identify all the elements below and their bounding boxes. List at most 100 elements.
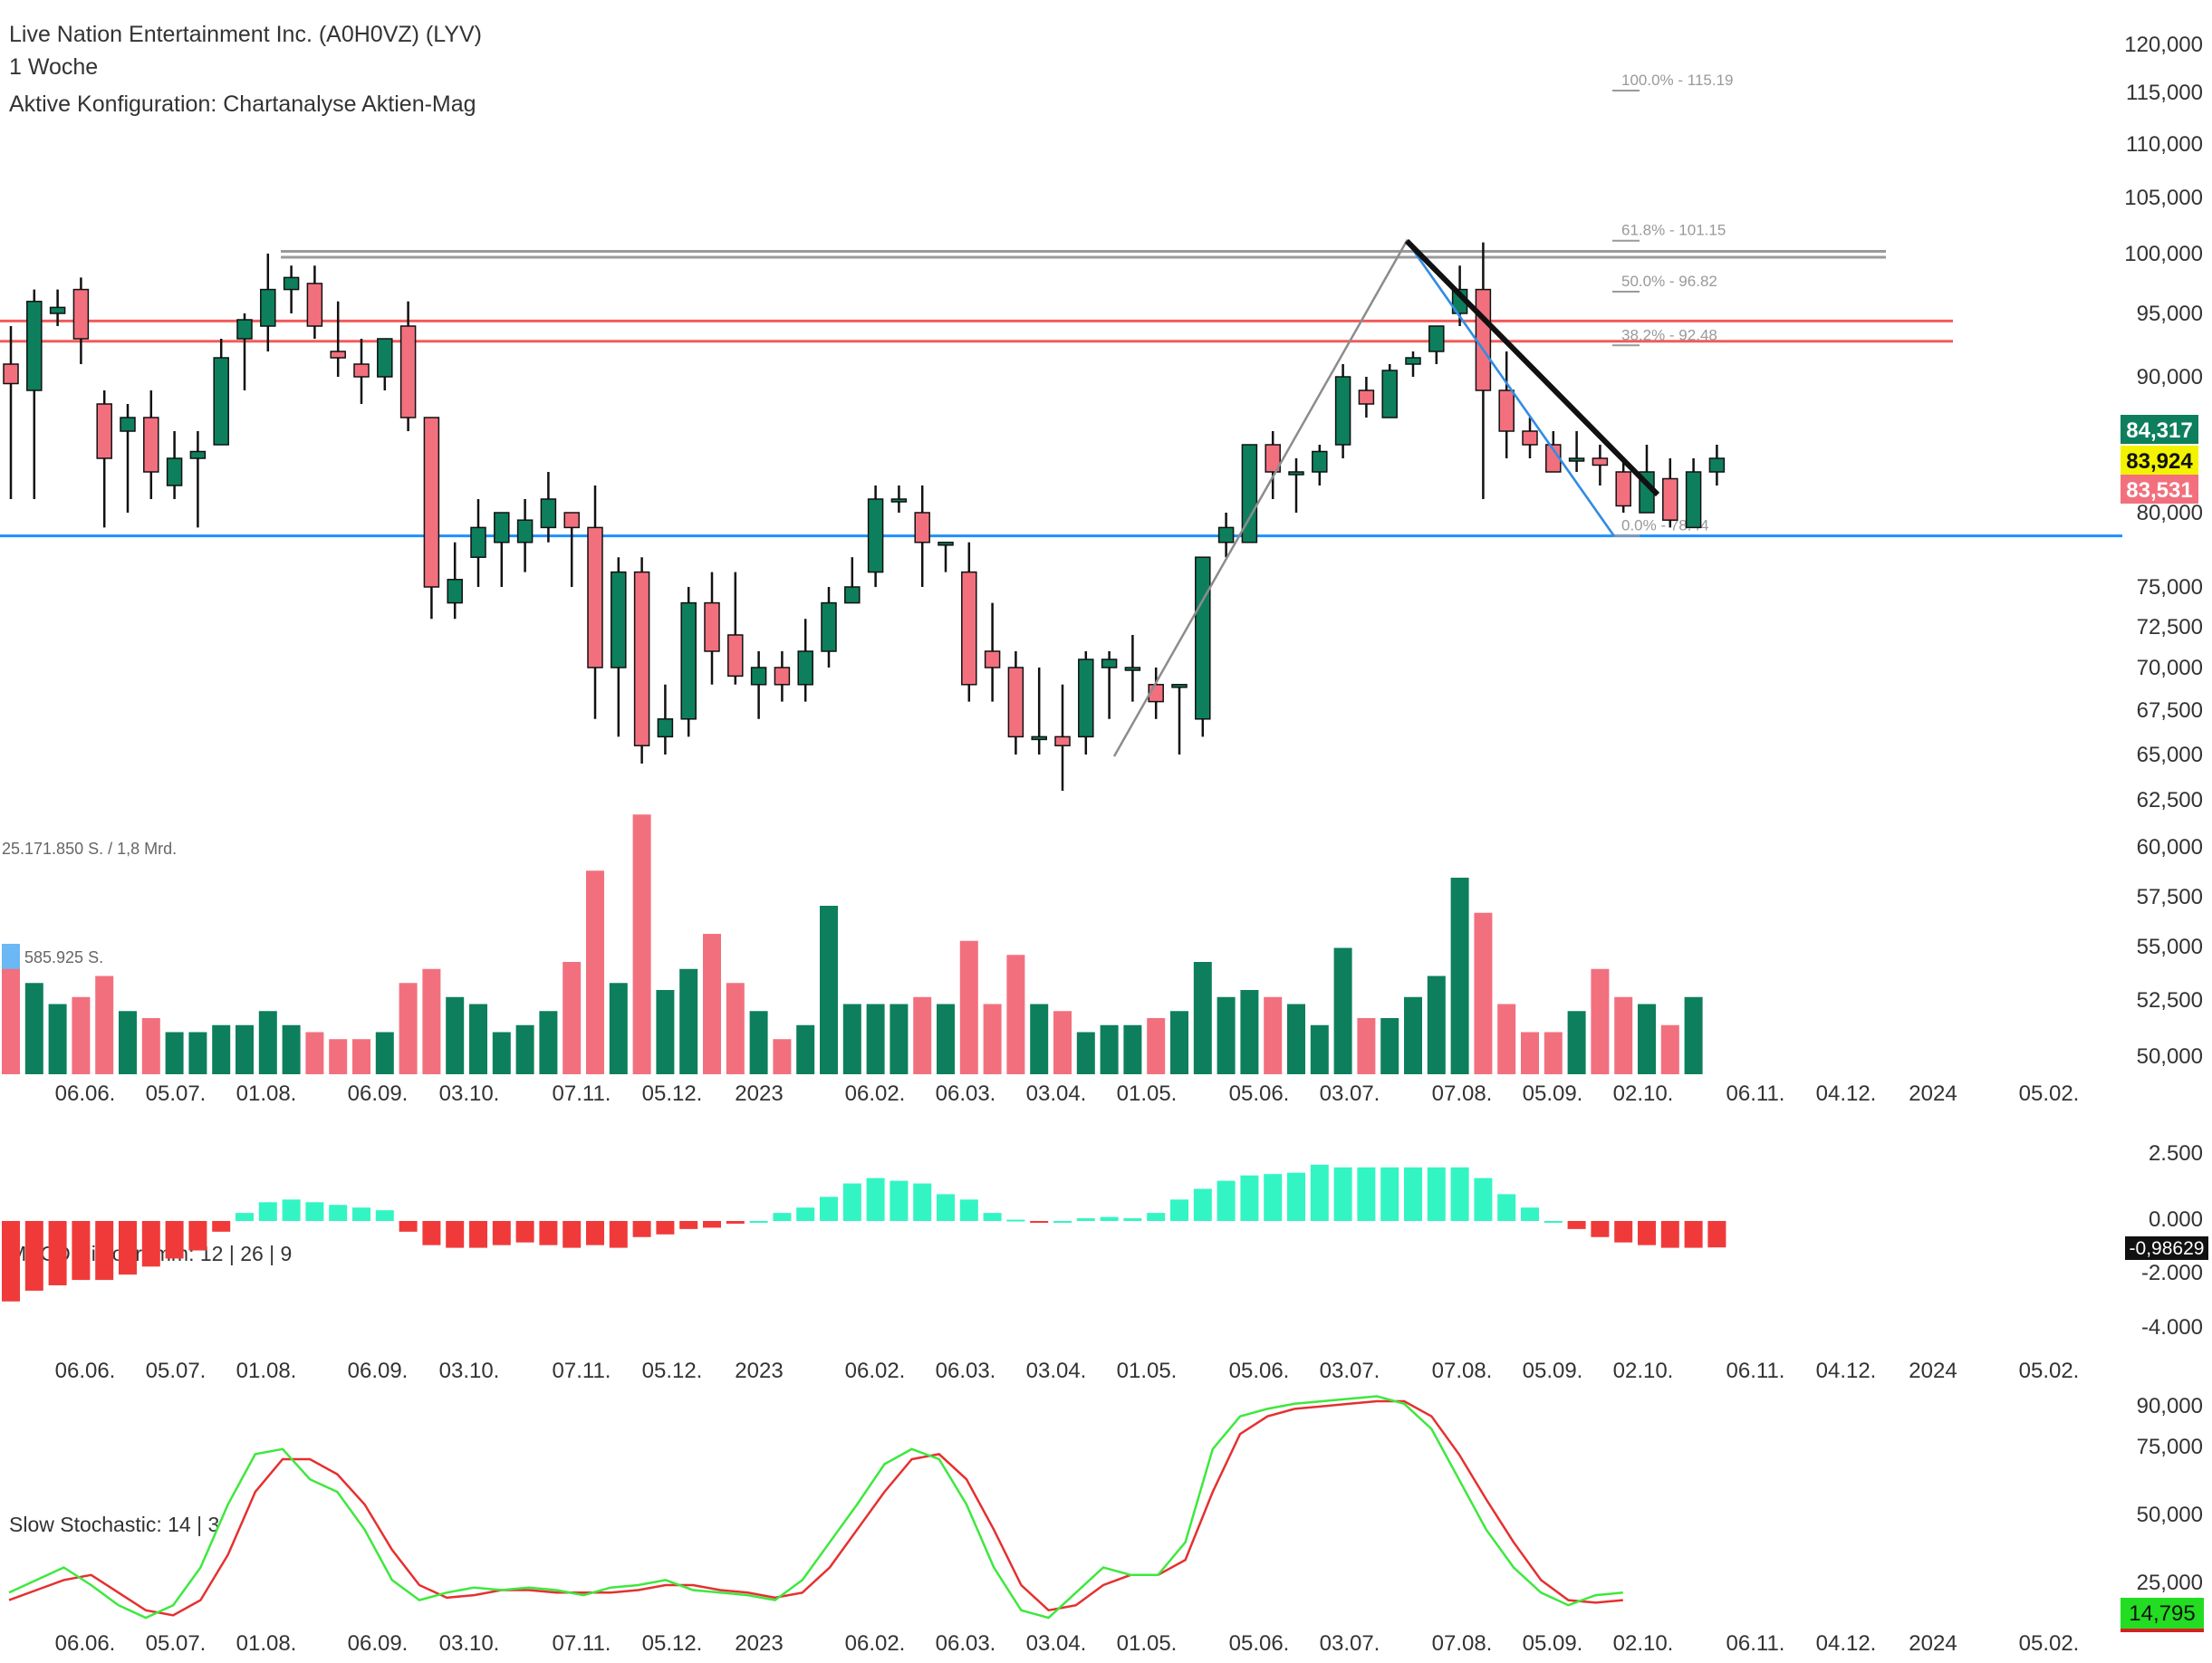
volume-bar (469, 1004, 487, 1074)
candle-body (1568, 457, 1585, 462)
x-axis-label: 05.02. (2019, 1631, 2080, 1656)
volume-bar (2, 968, 20, 1074)
candle-body (96, 403, 112, 459)
stochastic-axis-label: 75,000 (2137, 1435, 2203, 1459)
candle-body (1685, 471, 1702, 529)
volume-current-label: 585.925 S. (24, 948, 103, 966)
x-axis-label: 05.09. (1523, 1631, 1583, 1656)
candle-body (1498, 389, 1515, 432)
candle-body (1358, 389, 1375, 405)
macd-bar (1474, 1178, 1493, 1221)
candle-body (890, 498, 908, 503)
macd-bar (1591, 1221, 1610, 1237)
macd-bar (1521, 1207, 1539, 1221)
price-axis-label: 60,000 (2137, 835, 2203, 860)
volume-total-label: 25.171.850 S. / 1,8 Mrd. (2, 840, 177, 858)
volume-bar (703, 934, 721, 1074)
candle-body (797, 650, 813, 686)
macd-bar (1217, 1180, 1236, 1221)
macd-bar (609, 1221, 628, 1248)
macd-bar (2, 1221, 20, 1302)
price-axis-label: 100,000 (2124, 242, 2203, 266)
x-axis-label: 02.10. (1613, 1359, 1674, 1383)
candle-body (821, 601, 837, 652)
macd-bar (866, 1178, 885, 1221)
macd-bar (375, 1210, 394, 1221)
chart-config: Aktive Konfiguration: Chartanalyse Aktie… (9, 91, 476, 117)
volume-bar (1357, 1018, 1376, 1074)
x-axis-label: 06.02. (845, 1359, 906, 1383)
candle-body (353, 363, 370, 378)
x-axis-label: 06.06. (55, 1359, 116, 1383)
macd-bar (1614, 1221, 1633, 1243)
volume-bar (1591, 968, 1610, 1074)
volume-bar (119, 1011, 137, 1074)
macd-bar (1357, 1167, 1376, 1221)
chart-interval: 1 Woche (9, 54, 99, 80)
volume-bar (188, 1032, 207, 1074)
price-tag-mid: 83,924 (2126, 449, 2193, 474)
macd-current-bg (2125, 1236, 2208, 1260)
volume-bar (656, 990, 675, 1074)
x-axis-label: 06.02. (845, 1631, 906, 1656)
macd-bar (656, 1221, 675, 1235)
macd-axis-label: 0.000 (2149, 1207, 2203, 1232)
volume-bar (1170, 1011, 1188, 1074)
macd-bar (1707, 1221, 1726, 1248)
candle-body (844, 586, 861, 604)
candle-body (1405, 357, 1421, 365)
price-axis-label: 70,000 (2137, 656, 2203, 680)
candle-body (774, 667, 791, 686)
x-axis-label: 07.08. (1432, 1081, 1493, 1106)
price-axis-label: 75,000 (2137, 575, 2203, 600)
macd-bar (563, 1221, 582, 1248)
candle-body (1381, 370, 1398, 418)
macd-bar (1567, 1221, 1586, 1229)
x-axis-label: 2023 (735, 1359, 783, 1383)
macd-bar (937, 1194, 955, 1221)
candle-body (447, 579, 463, 604)
volume-bar (726, 983, 745, 1074)
macd-bar (446, 1221, 465, 1248)
volume-bar (1193, 962, 1212, 1074)
price-axis-label: 55,000 (2137, 935, 2203, 959)
x-axis-label: 06.11. (1726, 1631, 1785, 1656)
volume-bar (679, 968, 698, 1074)
macd-bar (1193, 1188, 1212, 1221)
price-axis-label: 90,000 (2137, 365, 2203, 389)
macd-bar (24, 1221, 43, 1291)
price-axis-label: 67,500 (2137, 698, 2203, 723)
volume-bar (959, 940, 978, 1074)
candle-body (143, 417, 159, 473)
volume-bar (1614, 996, 1633, 1074)
volume-bar (1427, 976, 1446, 1074)
volume-bar (1053, 1011, 1072, 1074)
x-axis-label: 05.06. (1229, 1359, 1290, 1383)
x-axis-label: 03.10. (439, 1081, 500, 1106)
candle-body (1031, 735, 1047, 741)
volume-bar (24, 983, 43, 1074)
candle-body (423, 417, 440, 588)
x-axis-label: 01.08. (236, 1081, 297, 1106)
x-axis-label: 05.09. (1523, 1081, 1583, 1106)
volume-bar (749, 1011, 768, 1074)
x-axis-label: 06.03. (936, 1631, 996, 1656)
price-axis-label: 65,000 (2137, 743, 2203, 767)
macd-bar (1123, 1218, 1142, 1221)
candle-body (1592, 457, 1609, 466)
macd-bar (469, 1221, 487, 1248)
x-axis-label: 06.11. (1726, 1359, 1785, 1383)
candle-body (1522, 430, 1538, 446)
candle-body (611, 571, 627, 668)
macd-bar (1638, 1221, 1656, 1245)
macd-bar (282, 1199, 301, 1221)
fib-label: 50.0% - 96.82 (1621, 273, 1717, 290)
stochastic-axis-label: 50,000 (2137, 1503, 2203, 1527)
macd-bar (632, 1221, 651, 1237)
volume-bar (236, 1024, 254, 1074)
macd-bar (1450, 1167, 1469, 1221)
macd-bar (959, 1199, 978, 1221)
candle-body (1007, 667, 1024, 738)
volume-bar (305, 1032, 324, 1074)
